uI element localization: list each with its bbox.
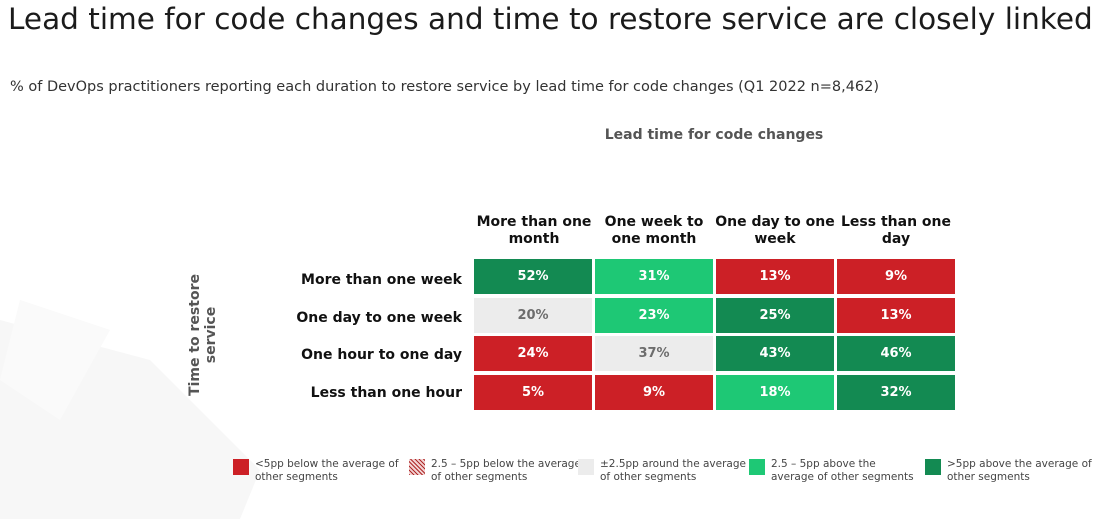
legend-swatch-above [749,459,765,475]
row-header-one-day-to-one-week: One day to one week [296,310,462,326]
heatmap-cell-r1-c2: 31% [595,259,713,294]
heatmap-cell-r3-c2: 37% [595,336,713,371]
heatmap-cell-r3-c3: 43% [716,336,834,371]
column-header-less-than-one-day: Less than one day [841,214,951,247]
legend-label-below: 2.5 – 5pp below the average of other seg… [431,458,581,483]
heatmap-cell-r4-c1: 5% [474,375,592,410]
heatmap-cell-r1-c3: 13% [716,259,834,294]
chart-title: Lead time for code changes and time to r… [8,2,1093,36]
legend-swatch-around [578,459,594,475]
column-header-one-week-to-one-month: One week to one month [604,214,704,247]
heatmap-cell-r2-c4: 13% [837,298,955,333]
heatmap-cell-r4-c4: 32% [837,375,955,410]
legend-label-around: ±2.5pp around the average of other segme… [600,458,746,483]
row-header-less-than-one-hour: Less than one hour [310,385,462,401]
heatmap-cell-r4-c2: 9% [595,375,713,410]
legend-swatch-far-below [233,459,249,475]
heatmap-cell-r2-c1: 20% [474,298,592,333]
heatmap-cell-r3-c1: 24% [474,336,592,371]
legend-label-far-above: >5pp above the average of other segments [947,458,1092,483]
heatmap-cell-r4-c3: 18% [716,375,834,410]
column-header-one-day-to-one-week: One day to one week [715,214,835,247]
heatmap-cell-r2-c2: 23% [595,298,713,333]
x-axis-title: Lead time for code changes [604,127,824,143]
row-header-more-than-one-week: More than one week [301,272,462,288]
row-header-one-hour-to-one-day: One hour to one day [301,347,462,363]
heatmap-cell-r3-c4: 46% [837,336,955,371]
y-axis-title: Time to restore service [187,274,219,396]
legend-label-far-below: <5pp below the average of other segments [255,458,399,483]
column-header-more-than-one-month: More than one month [476,214,592,247]
legend-swatch-far-above [925,459,941,475]
background-decoration [0,300,260,519]
heatmap-cell-r2-c3: 25% [716,298,834,333]
legend-swatch-below [409,459,425,475]
chart-subtitle: % of DevOps practitioners reporting each… [10,79,880,95]
heatmap-cell-r1-c4: 9% [837,259,955,294]
legend-label-above: 2.5 – 5pp above the average of other seg… [771,458,914,483]
heatmap-cell-r1-c1: 52% [474,259,592,294]
